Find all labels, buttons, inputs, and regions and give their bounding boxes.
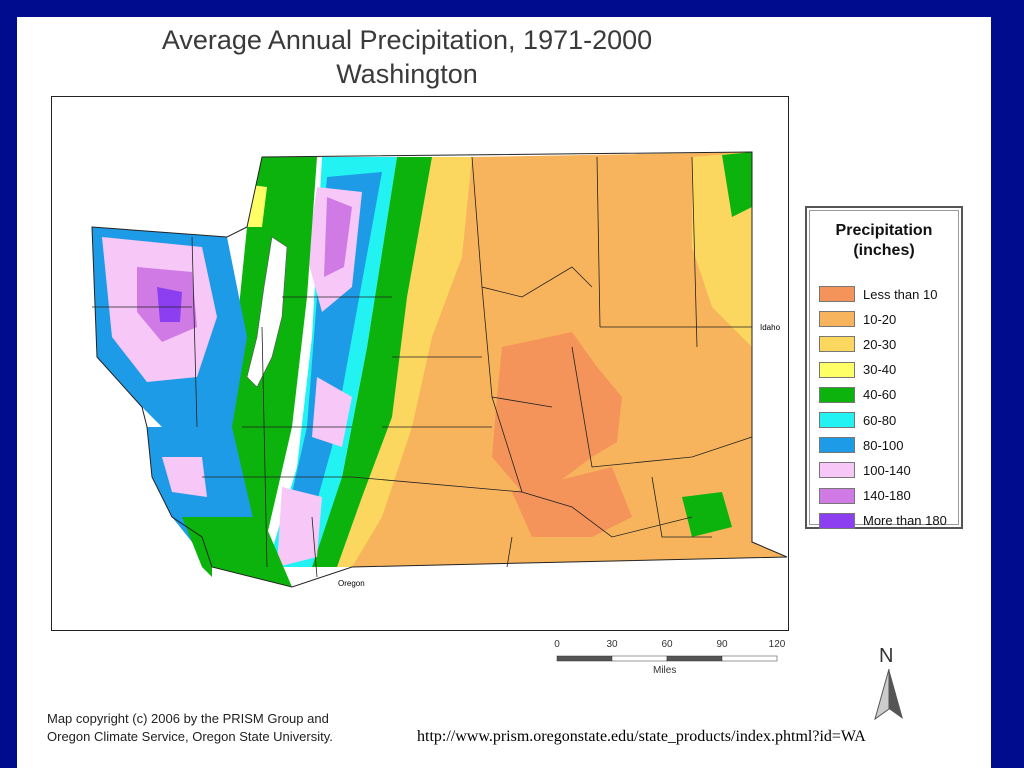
legend-title: Precipitation (inches) (807, 221, 961, 261)
region-more-180-olympic (157, 287, 182, 322)
legend-swatch (819, 336, 855, 353)
legend-swatch (819, 412, 855, 428)
canada-outside (92, 97, 788, 237)
copyright-notice: Map copyright (c) 2006 by the PRISM Grou… (47, 710, 333, 746)
legend-swatch (819, 386, 855, 403)
region-140-180-north (324, 197, 352, 277)
oregon-outside (212, 557, 787, 630)
region-40-60-sw (182, 517, 292, 597)
region-80-100-cascades (282, 172, 382, 537)
copyright-line1: Map copyright (c) 2006 by the PRISM Grou… (47, 711, 329, 726)
legend-item: 80-100 (819, 435, 903, 455)
legend-item: 20-30 (819, 334, 896, 354)
legend-item: Less than 10 (819, 284, 937, 304)
legend-label: 80-100 (863, 437, 904, 453)
washington-map-graphic: Idaho Oregon (52, 97, 788, 630)
legend-item: 40-60 (819, 385, 896, 405)
slide: Average Annual Precipitation, 1971-2000 … (17, 17, 991, 768)
legend-swatch (819, 286, 855, 302)
region-100-140-willapa (162, 457, 207, 497)
legend-title-line1: Precipitation (835, 222, 933, 239)
state-border (91, 151, 788, 588)
idaho-label: Idaho (760, 323, 781, 332)
legend-swatch (819, 462, 855, 479)
north-arrow: N (869, 645, 909, 725)
legend-swatch (819, 512, 855, 529)
legend-swatch (819, 437, 855, 454)
legend-swatch (819, 311, 855, 328)
north-letter: N (879, 645, 894, 667)
legend-item: 30-40 (819, 360, 896, 380)
legend-title-line2: (inches) (853, 242, 915, 259)
region-less-than-10-b (512, 467, 632, 537)
legend-label: 20-30 (863, 336, 897, 352)
legend-label: More than 180 (863, 513, 947, 529)
legend-item: 60-80 (819, 410, 896, 430)
scale-unit: Miles (653, 665, 677, 676)
region-40-60-se (682, 492, 732, 537)
source-url[interactable]: http://www.prism.oregonstate.edu/state_p… (417, 728, 866, 745)
legend-item: 140-180 (819, 486, 911, 506)
legend-swatch (819, 361, 855, 378)
region-40-60-ne (722, 152, 752, 217)
scale-tick-120: 120 (768, 639, 786, 650)
legend-swatch (819, 487, 855, 504)
legend-label: 10-20 (863, 311, 897, 327)
scale-tick-90: 90 (716, 639, 728, 650)
oregon-label: Oregon (338, 579, 365, 588)
scale-tick-60: 60 (661, 639, 673, 650)
scale-bar: 0 30 60 90 120 Miles (547, 639, 787, 689)
region-40-60-cascades (307, 157, 432, 567)
legend: Precipitation (inches) Less than 10 10-20… (805, 206, 963, 529)
legend-item: 10-20 (819, 309, 896, 329)
scale-tick-0: 0 (554, 639, 560, 650)
north-arrow-icon (874, 668, 903, 721)
legend-label: 60-80 (863, 412, 897, 428)
precipitation-map: Idaho Oregon (51, 96, 789, 631)
map-title: Average Annual Precipitation, 1971-2000 (161, 25, 653, 55)
idaho-outside (752, 152, 788, 557)
scale-bar-graphic (556, 655, 778, 662)
legend-label: 40-60 (863, 387, 897, 403)
legend-item: More than 180 (819, 511, 947, 531)
legend-label: 140-180 (863, 488, 911, 504)
puget-sound-water (246, 236, 288, 388)
copyright-line2: Oregon Climate Service, Oregon State Uni… (47, 729, 333, 744)
map-subtitle: Washington (336, 59, 478, 89)
county-lines (92, 156, 753, 578)
legend-label: Less than 10 (863, 286, 938, 302)
region-100-140-south (277, 487, 322, 567)
legend-label: 30-40 (863, 362, 897, 378)
scale-tick-30: 30 (606, 639, 618, 650)
legend-item: 100-140 (819, 460, 911, 480)
legend-label: 100-140 (863, 462, 911, 478)
region-100-140-rainier (312, 377, 352, 447)
